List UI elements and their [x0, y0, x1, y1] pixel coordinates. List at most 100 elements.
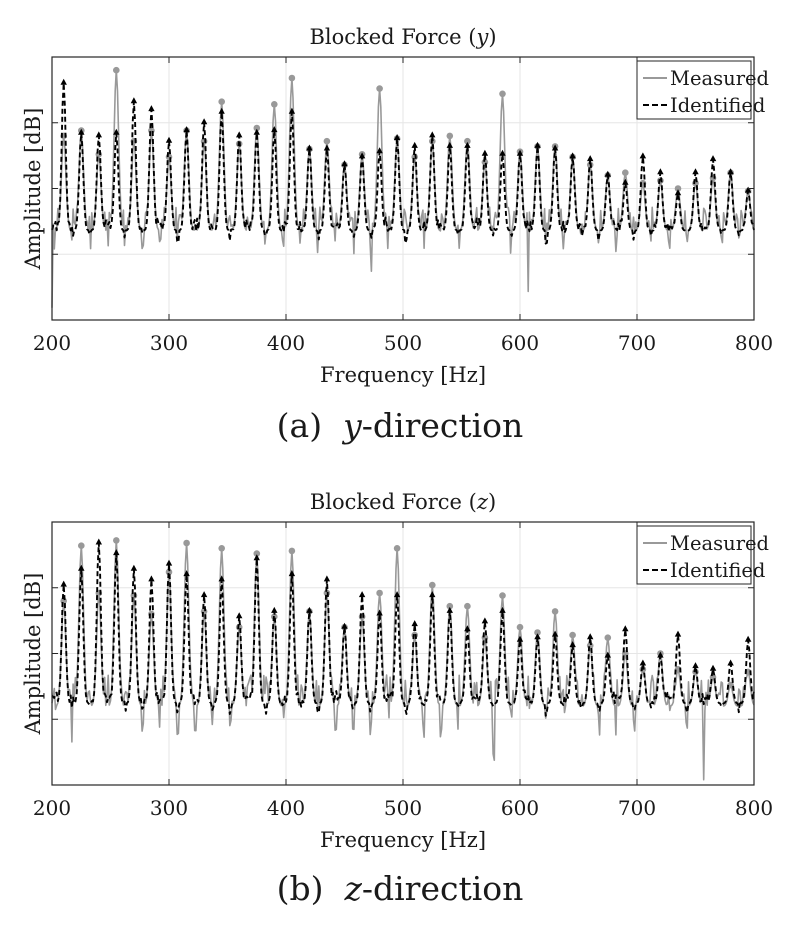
identified-peak-marker: [709, 155, 717, 162]
measured-peak-marker: [376, 85, 383, 92]
measured-peak-marker: [727, 681, 734, 689]
x-tick-label: 400: [267, 796, 305, 820]
identified-peak-marker: [271, 126, 278, 133]
identified-peak-marker: [271, 606, 278, 613]
identified-peak-marker: [183, 570, 190, 577]
legend-label-measured: Measured: [670, 67, 769, 90]
identified-peak-marker: [639, 659, 647, 666]
x-tick-label: 200: [33, 796, 71, 820]
x-tick-label: 500: [384, 796, 422, 820]
panel-y-direction: Blocked Force (y) 200 300 400 500 600 700 800 Fr…: [21, 25, 773, 445]
chart-title-text: Blocked Force (: [310, 490, 477, 514]
identified-peak-marker: [393, 591, 401, 598]
identified-peak-marker: [709, 664, 717, 671]
identified-peak-marker: [727, 168, 734, 175]
legend-label-measured: Measured: [670, 532, 769, 555]
measured-peak-marker: [253, 550, 261, 557]
identified-peak-marker: [446, 606, 453, 613]
measured-peak-marker: [464, 602, 471, 610]
chart-title: Blocked Force (y): [309, 25, 496, 49]
identified-peak-marker: [464, 141, 471, 148]
identified-peak-marker: [411, 620, 418, 627]
measured-peak-marker: [446, 132, 454, 140]
measured-peak-marker: [323, 137, 331, 145]
identified-peak-marker: [604, 170, 611, 177]
chart-z-direction: Blocked Force (z) 200 300 400 500 600 700 800 Fr…: [21, 490, 773, 852]
identified-peak-marker: [429, 131, 436, 138]
measured-peak-marker: [376, 589, 383, 597]
identified-peak-marker: [674, 189, 682, 196]
x-axis-label: Frequency [Hz]: [320, 828, 486, 852]
identified-peak-marker: [569, 641, 576, 648]
identified-peak-marker: [551, 144, 559, 151]
measured-peak-marker: [218, 545, 225, 552]
legend: Measured Identified: [636, 60, 769, 120]
y-axis-label: Amplitude [dB]: [21, 573, 45, 736]
measured-peak-marker: [516, 623, 524, 631]
identified-peak-marker: [78, 128, 85, 135]
chart-title: Blocked Force (z): [310, 490, 496, 514]
measured-peak-marker: [569, 631, 576, 639]
measured-peak-marker: [148, 127, 155, 134]
identified-peak-marker: [464, 625, 471, 632]
measured-peak-marker: [113, 66, 120, 74]
measured-peak-marker: [622, 169, 629, 176]
y-axis-label: Amplitude [dB]: [21, 108, 45, 271]
identified-peak-marker: [499, 606, 506, 613]
series-line-identified: [51, 82, 755, 245]
x-tick-label: 400: [267, 331, 305, 355]
caption-label: (a): [276, 406, 323, 445]
identified-peak-marker: [60, 78, 67, 85]
identified-peak-marker: [587, 155, 594, 162]
x-tick-label: 600: [501, 331, 539, 355]
identified-peak-marker: [113, 128, 120, 135]
identified-peak-marker: [323, 144, 331, 151]
identified-peak-marker: [218, 107, 225, 114]
caption-label: (b): [276, 869, 324, 908]
identified-peak-marker: [183, 126, 190, 133]
identified-peak-marker: [113, 549, 120, 556]
identified-peak-marker: [481, 149, 489, 156]
identified-peak-marker: [288, 107, 296, 114]
identified-peak-marker: [393, 134, 401, 140]
measured-peak-marker: [78, 542, 85, 549]
identified-peak-marker: [341, 160, 348, 167]
measured-peak-marker: [200, 137, 208, 145]
identified-peak-marker: [744, 186, 752, 193]
identified-peak-marker: [551, 630, 559, 637]
x-axis-label: Frequency [Hz]: [320, 363, 486, 387]
identified-peak-marker: [376, 609, 383, 616]
identified-peak-marker: [358, 152, 366, 159]
measured-peak-marker: [446, 602, 454, 610]
measured-peak-marker: [429, 581, 436, 589]
identified-peak-marker: [200, 591, 208, 598]
identified-peak-marker: [587, 633, 594, 640]
measured-peak-marker: [113, 537, 120, 544]
identified-peak-marker: [95, 131, 102, 138]
identified-peak-marker: [306, 606, 313, 613]
identified-peak-marker: [744, 635, 752, 642]
identified-peak-marker: [148, 105, 155, 112]
identified-peak-marker: [376, 147, 383, 154]
measured-peak-marker: [411, 631, 419, 639]
measured-peak-marker: [499, 592, 506, 599]
identified-peak-marker: [622, 625, 629, 632]
measured-peak-marker: [674, 185, 682, 192]
identified-peak-marker: [657, 168, 664, 175]
identified-peak-marker: [727, 659, 734, 666]
chart-y-direction: Blocked Force (y) 200 300 400 500 600 700 800 Fr…: [21, 25, 773, 387]
identified-peak-marker: [60, 580, 67, 587]
identified-peak-marker: [236, 131, 243, 138]
chart-title-text: Blocked Force (: [309, 25, 476, 49]
identified-peak-marker: [499, 149, 506, 156]
identified-peak-marker: [288, 570, 296, 577]
identified-peak-marker: [446, 141, 453, 148]
measured-peak-marker: [165, 153, 173, 161]
x-tick-label: 200: [33, 331, 71, 355]
measured-peak-marker: [183, 539, 190, 547]
identified-peak-marker: [306, 144, 313, 151]
measured-peak-marker: [288, 547, 296, 555]
measured-peak-marker: [165, 568, 173, 576]
identified-peak-marker: [148, 575, 155, 582]
measured-peak-marker: [464, 137, 471, 145]
